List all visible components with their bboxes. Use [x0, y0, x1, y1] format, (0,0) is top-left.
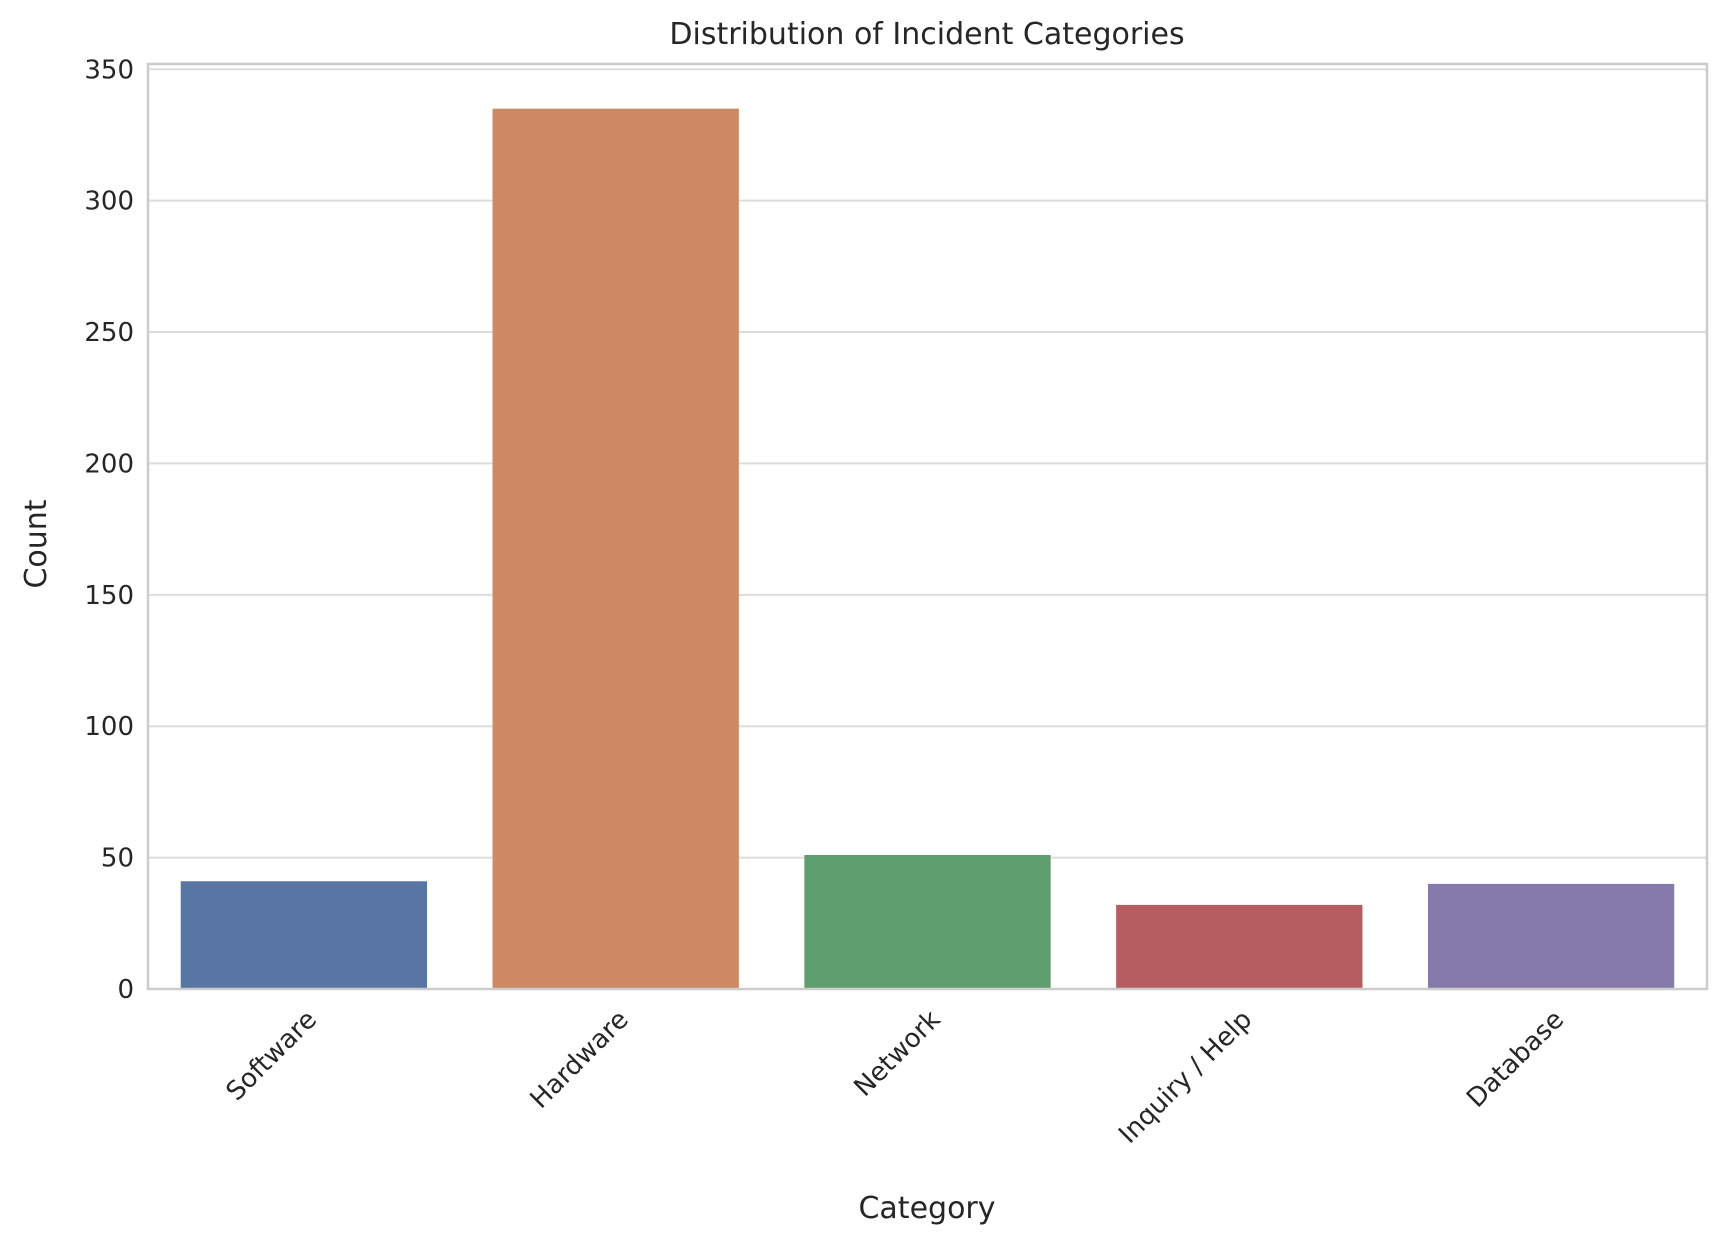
x-tick-label: Hardware — [525, 1005, 635, 1115]
chart-title: Distribution of Incident Categories — [669, 17, 1184, 52]
bar-inquiry-help — [1116, 904, 1363, 989]
y-tick-label: 250 — [84, 318, 134, 348]
y-tick-label: 150 — [84, 581, 134, 611]
bar-network — [804, 854, 1051, 989]
y-tick-label: 200 — [84, 449, 134, 479]
y-axis-label: Count — [19, 499, 54, 588]
x-tick-label: Software — [221, 1005, 323, 1107]
y-tick-labels: 0 50 100 150 200 250 300 350 — [84, 55, 134, 1005]
plot-frame — [146, 62, 1709, 991]
y-tick-label: 300 — [84, 187, 134, 217]
x-tick-labels: Software Hardware Network Inquiry / Help Dat… — [221, 1005, 1570, 1150]
bars — [180, 108, 1675, 990]
y-tick-label: 0 — [117, 975, 134, 1005]
x-tick-label: Database — [1461, 1005, 1570, 1114]
x-tick-label: Inquiry / Help — [1113, 1005, 1258, 1150]
x-axis-label: Category — [858, 1191, 995, 1226]
gridlines — [148, 68, 1707, 990]
y-tick-label: 350 — [84, 55, 134, 85]
y-tick-label: 100 — [84, 712, 134, 742]
bar-software — [180, 881, 428, 989]
y-tick-label: 50 — [101, 844, 134, 874]
bar-database — [1427, 883, 1675, 989]
x-tick-label: Network — [848, 1005, 946, 1103]
bar-hardware — [492, 108, 739, 990]
